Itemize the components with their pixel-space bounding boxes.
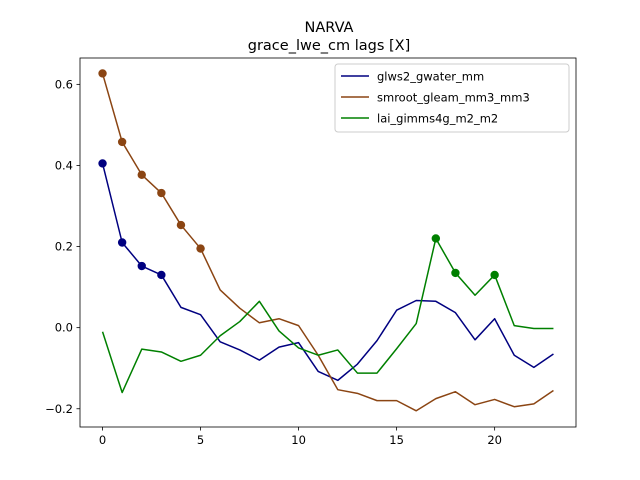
y-tick-label-4: 0.6	[55, 77, 73, 91]
series-0-point-0	[98, 159, 107, 168]
series-line-2	[101, 237, 554, 394]
series-0-point-1	[117, 238, 127, 247]
plot-area	[98, 69, 554, 412]
x-tick-label-4: 20	[487, 433, 502, 447]
series-2-point-17	[431, 234, 441, 243]
axes: 0 5 10 15 20 −0.2 0.0 0.2 0.4 0.6	[45, 57, 577, 447]
series-line-1	[101, 73, 554, 412]
y-tick-label-3: 0.4	[55, 158, 73, 172]
y-tick-label-2: 0.2	[55, 240, 73, 254]
series-2-point-20	[490, 270, 499, 280]
x-tick-label-1: 5	[197, 433, 204, 447]
series-line-0	[101, 163, 554, 382]
series-0-point-3	[157, 270, 166, 280]
legend-label-2: lai_gimms4g_m2_m2	[377, 112, 498, 126]
x-tick-label-2: 10	[291, 433, 306, 447]
series-1-point-4	[176, 220, 186, 230]
series-0-point-2	[137, 261, 146, 271]
y-tick-label-1: 0.0	[55, 321, 73, 335]
x-tick-label-0: 0	[99, 433, 106, 447]
legend-box	[334, 63, 570, 133]
series-2-point-18	[451, 268, 460, 278]
legend-label-0: glws2_gwater_mm	[377, 70, 484, 84]
y-tick-label-0: −0.2	[45, 402, 73, 416]
series-1-point-2	[137, 170, 146, 179]
x-tick-label-3: 15	[389, 433, 404, 447]
series-1-point-3	[157, 188, 166, 198]
legend-label-1: smroot_gleam_mm3_mm3	[377, 91, 530, 105]
series-1-point-1	[117, 137, 127, 147]
series-1-point-5	[196, 244, 205, 253]
chart-subtitle: grace_lwe_cm lags [X]	[248, 38, 411, 54]
chart-title: NARVA	[305, 20, 354, 36]
axes-frame	[79, 57, 577, 428]
series-1-point-0	[98, 69, 107, 78]
legend: glws2_gwater_mm smroot_gleam_mm3_mm3 lai_g…	[334, 63, 570, 133]
